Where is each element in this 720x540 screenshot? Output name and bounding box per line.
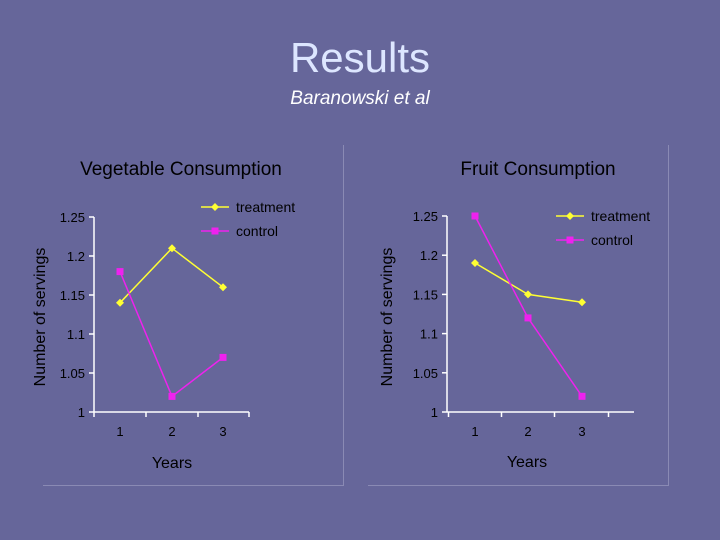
y-tick-label: 1.1	[67, 327, 85, 342]
vegetable-chart: Vegetable Consumption Years Number of se…	[32, 159, 295, 472]
y-tick-label: 1.1	[420, 327, 438, 342]
y-axis-label: Number of servings	[379, 248, 396, 387]
x-tick-label: 2	[168, 424, 175, 439]
y-tick-label: 1.2	[67, 249, 85, 264]
control-point	[168, 392, 176, 400]
treatment-legend-label: treatment	[591, 208, 650, 224]
legend: treatment control	[201, 199, 295, 239]
y-tick-label: 1	[78, 405, 85, 420]
y-tick-label: 1.25	[413, 209, 438, 224]
control-point	[471, 212, 479, 220]
y-tick-label: 1.05	[60, 366, 85, 381]
y-tick-label: 1	[431, 405, 438, 420]
axes: 1 1.05 1.1 1.15 1.2 1.25 1 2 3	[413, 209, 634, 439]
treatment-point	[524, 290, 532, 299]
treatment-point	[578, 298, 586, 307]
treatment-legend-marker	[211, 203, 219, 211]
y-tick-label: 1.15	[60, 288, 85, 303]
data-marks	[471, 212, 586, 400]
treatment-point	[116, 298, 124, 307]
control-point	[578, 392, 586, 400]
vegetable-chart-panel: Vegetable Consumption Years Number of se…	[32, 145, 344, 486]
control-point	[116, 268, 124, 276]
control-point	[524, 314, 532, 322]
y-tick-label: 1.05	[413, 366, 438, 381]
fruit-chart-panel: Fruit Consumption Years Number of servin…	[368, 145, 669, 486]
slide-title: Results	[289, 34, 431, 81]
control-legend-label: control	[236, 223, 278, 239]
treatment-point	[168, 244, 176, 253]
fruit-chart: Fruit Consumption Years Number of servin…	[379, 159, 650, 471]
treatment-legend-label: treatment	[236, 199, 295, 215]
control-point	[219, 353, 227, 361]
control-legend-label: control	[591, 232, 633, 248]
x-tick-label: 2	[524, 424, 531, 439]
y-tick-label: 1.2	[420, 248, 438, 263]
slide-subtitle: Baranowski et al	[290, 88, 430, 109]
y-tick-label: 1.25	[60, 210, 85, 225]
x-tick-label: 1	[471, 424, 478, 439]
control-legend-marker	[211, 227, 219, 235]
treatment-point	[471, 259, 479, 268]
treatment-series-line	[119, 247, 224, 304]
x-tick-label: 3	[578, 424, 585, 439]
treatment-point	[219, 283, 227, 292]
legend: treatment control	[556, 208, 650, 248]
x-tick-label: 3	[219, 424, 226, 439]
chart-title: Vegetable Consumption	[80, 159, 282, 180]
data-marks	[116, 244, 227, 400]
control-series-line	[119, 271, 224, 398]
x-axis-label: Years	[152, 455, 192, 472]
y-tick-label: 1.15	[413, 287, 438, 302]
chart-title: Fruit Consumption	[460, 159, 615, 180]
axes: 1 1.05 1.1 1.15 1.2 1.25 1 2 3	[60, 210, 250, 439]
x-tick-label: 1	[116, 424, 123, 439]
x-axis-label: Years	[507, 454, 547, 471]
control-legend-marker	[566, 236, 574, 244]
y-axis-label: Number of servings	[32, 248, 49, 387]
treatment-legend-marker	[566, 212, 574, 220]
control-series-line	[474, 215, 583, 397]
